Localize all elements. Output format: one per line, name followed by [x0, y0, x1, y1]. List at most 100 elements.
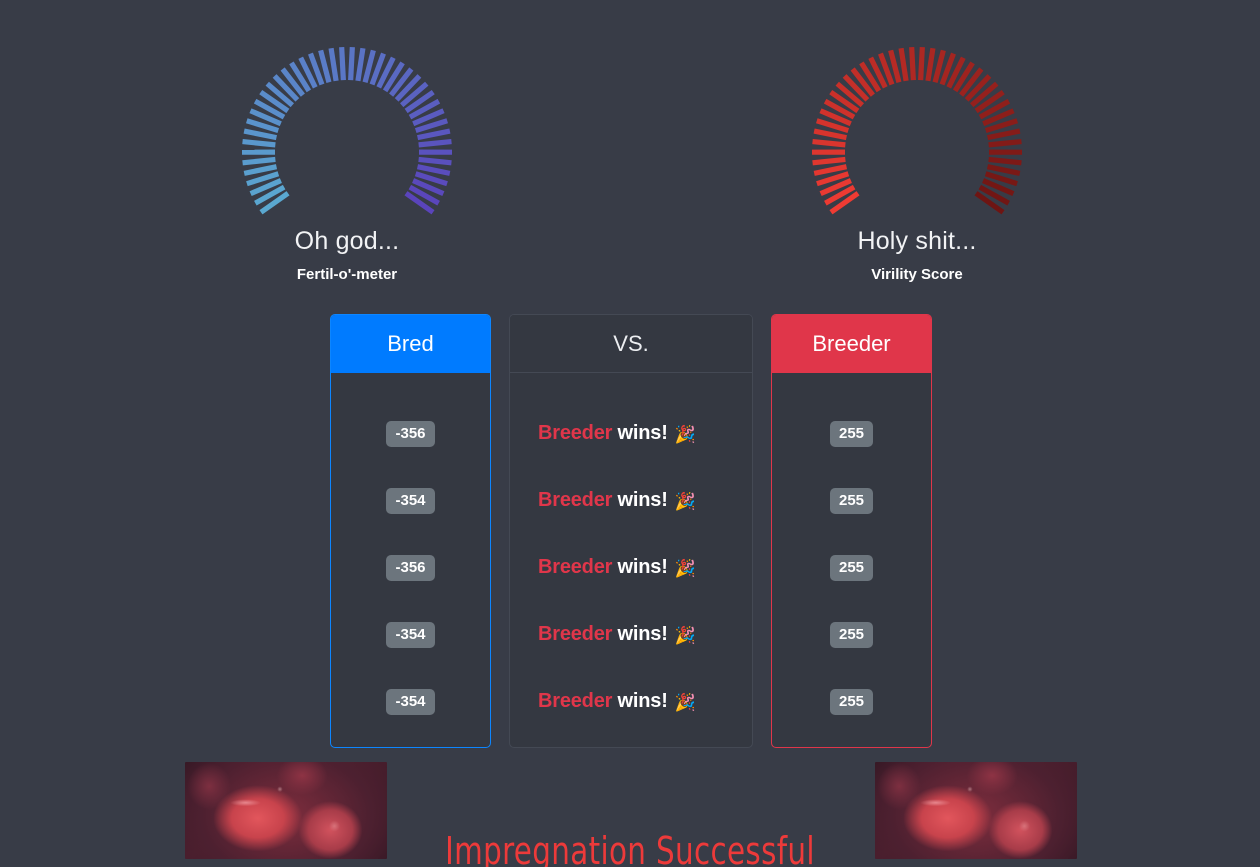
- gauge-tick: [289, 61, 312, 93]
- gauge-tick: [272, 74, 300, 102]
- gauge-tick: [418, 149, 453, 155]
- gauge-tick: [819, 178, 852, 197]
- gauge-tick: [243, 164, 278, 176]
- gauge-tick: [829, 191, 860, 215]
- column-versus-body: Breeder wins! 🎉 Breeder wins! 🎉 Breeder wins…: [510, 373, 752, 747]
- gauge-tick: [974, 89, 1005, 114]
- column-breeder: Breeder 255 255 255 255 255: [771, 314, 932, 748]
- breeder-score-badge: 255: [829, 621, 874, 648]
- gauge-tick: [988, 156, 1022, 166]
- column-bred-body: -356 -354 -356 -354 -354: [331, 373, 490, 747]
- gauge-tick: [246, 171, 280, 187]
- gauge-tick: [925, 47, 936, 82]
- gauge-tick: [382, 61, 405, 93]
- table-row: Breeder wins! 🎉: [510, 400, 752, 467]
- gauge-tick: [339, 47, 346, 81]
- gauge-tick: [376, 56, 396, 89]
- bred-score-badge: -354: [386, 688, 435, 715]
- gauges-section: Oh god... Fertil-o'-meter Holy shit... V…: [0, 0, 1260, 300]
- gauge-tick: [888, 49, 902, 83]
- round-result-verb: wins!: [612, 690, 668, 712]
- gauge-tick: [859, 61, 882, 93]
- table-row: 255: [772, 400, 931, 467]
- gauge-tick: [819, 108, 852, 127]
- gauge-tick: [394, 74, 422, 102]
- gauge-tick: [974, 191, 1005, 215]
- gauge-tick: [811, 149, 846, 155]
- round-result-verb: wins!: [612, 623, 668, 645]
- column-bred-header: Bred: [331, 315, 490, 373]
- gauge-tick: [298, 56, 318, 89]
- round-result: Breeder wins! 🎉: [538, 690, 696, 713]
- gauge-tick: [812, 156, 846, 166]
- gauge-tick: [898, 47, 909, 82]
- gauge-tick: [414, 171, 448, 187]
- table-row: -354: [331, 668, 490, 735]
- round-result-winner: Breeder: [538, 623, 613, 645]
- gauge-tick: [418, 138, 452, 148]
- column-versus: VS. Breeder wins! 🎉 Breeder wins! 🎉 Breeder …: [509, 314, 753, 748]
- gauge-tick: [815, 118, 850, 134]
- table-row: -356: [331, 534, 490, 601]
- table-row: 255: [772, 668, 931, 735]
- table-row: 255: [772, 534, 931, 601]
- round-result: Breeder wins! 🎉: [538, 556, 696, 579]
- gauge-tick: [813, 164, 848, 176]
- gauge-tick: [932, 49, 946, 83]
- round-result-winner: Breeder: [538, 489, 613, 511]
- gauge-tick: [978, 98, 1011, 120]
- gauge-tick: [259, 191, 290, 215]
- banner-text: Impregnation Successful: [445, 828, 815, 867]
- gauge-tick: [408, 98, 441, 120]
- breeder-score-badge: 255: [829, 554, 874, 581]
- round-result-winner: Breeder: [538, 422, 613, 444]
- table-row: Breeder wins! 🎉: [510, 601, 752, 668]
- gauge-tick: [242, 138, 276, 148]
- result-banner: Impregnation Successful: [0, 762, 1260, 867]
- gauge-tick: [259, 89, 290, 114]
- gauge-tick: [355, 47, 366, 82]
- gauge-tick: [982, 108, 1015, 127]
- gauge-fertility-caption: Fertil-o'-meter: [296, 265, 398, 283]
- table-row: 255: [772, 467, 931, 534]
- gauge-tick: [408, 184, 440, 206]
- banner-image-right: [875, 762, 1077, 859]
- gauge-tick: [813, 128, 847, 141]
- gauge-tick: [243, 128, 277, 141]
- table-row: Breeder wins! 🎉: [510, 467, 752, 534]
- gauge-tick: [404, 89, 435, 114]
- gauge-tick: [241, 149, 276, 155]
- table-row: -356: [331, 400, 490, 467]
- party-popper-icon: 🎉: [674, 492, 696, 511]
- gauge-tick: [984, 171, 1018, 187]
- gauge-fertility-status: Oh god...: [294, 227, 400, 255]
- round-result-winner: Breeder: [538, 556, 613, 578]
- gauge-tick: [416, 164, 451, 176]
- gauge-tick: [959, 67, 984, 97]
- gauge-tick: [254, 184, 286, 206]
- gauge-tick: [245, 118, 280, 134]
- gauge-fertility-dial: [197, 22, 497, 222]
- gauge-tick: [280, 67, 305, 97]
- gauge-tick: [418, 156, 452, 166]
- gauge-virility-dial: [767, 22, 1067, 222]
- table-row: 255: [772, 601, 931, 668]
- gauge-tick: [984, 118, 1019, 134]
- gauge-tick: [414, 118, 449, 134]
- bred-score-badge: -356: [386, 554, 435, 581]
- gauge-tick: [412, 108, 445, 127]
- gauge-tick: [369, 52, 386, 86]
- gauge-tick: [812, 138, 846, 148]
- party-popper-icon: 🎉: [674, 626, 696, 645]
- gauge-tick: [816, 171, 850, 187]
- gauge-tick: [969, 81, 999, 108]
- gauge-tick: [878, 52, 895, 86]
- gauge-tick: [318, 49, 332, 83]
- gauge-tick: [829, 89, 860, 114]
- table-row: -354: [331, 467, 490, 534]
- round-result-verb: wins!: [612, 422, 668, 444]
- gauge-tick: [249, 108, 282, 127]
- banner-image-left: [185, 762, 387, 859]
- round-result-verb: wins!: [612, 489, 668, 511]
- table-row: Breeder wins! 🎉: [510, 534, 752, 601]
